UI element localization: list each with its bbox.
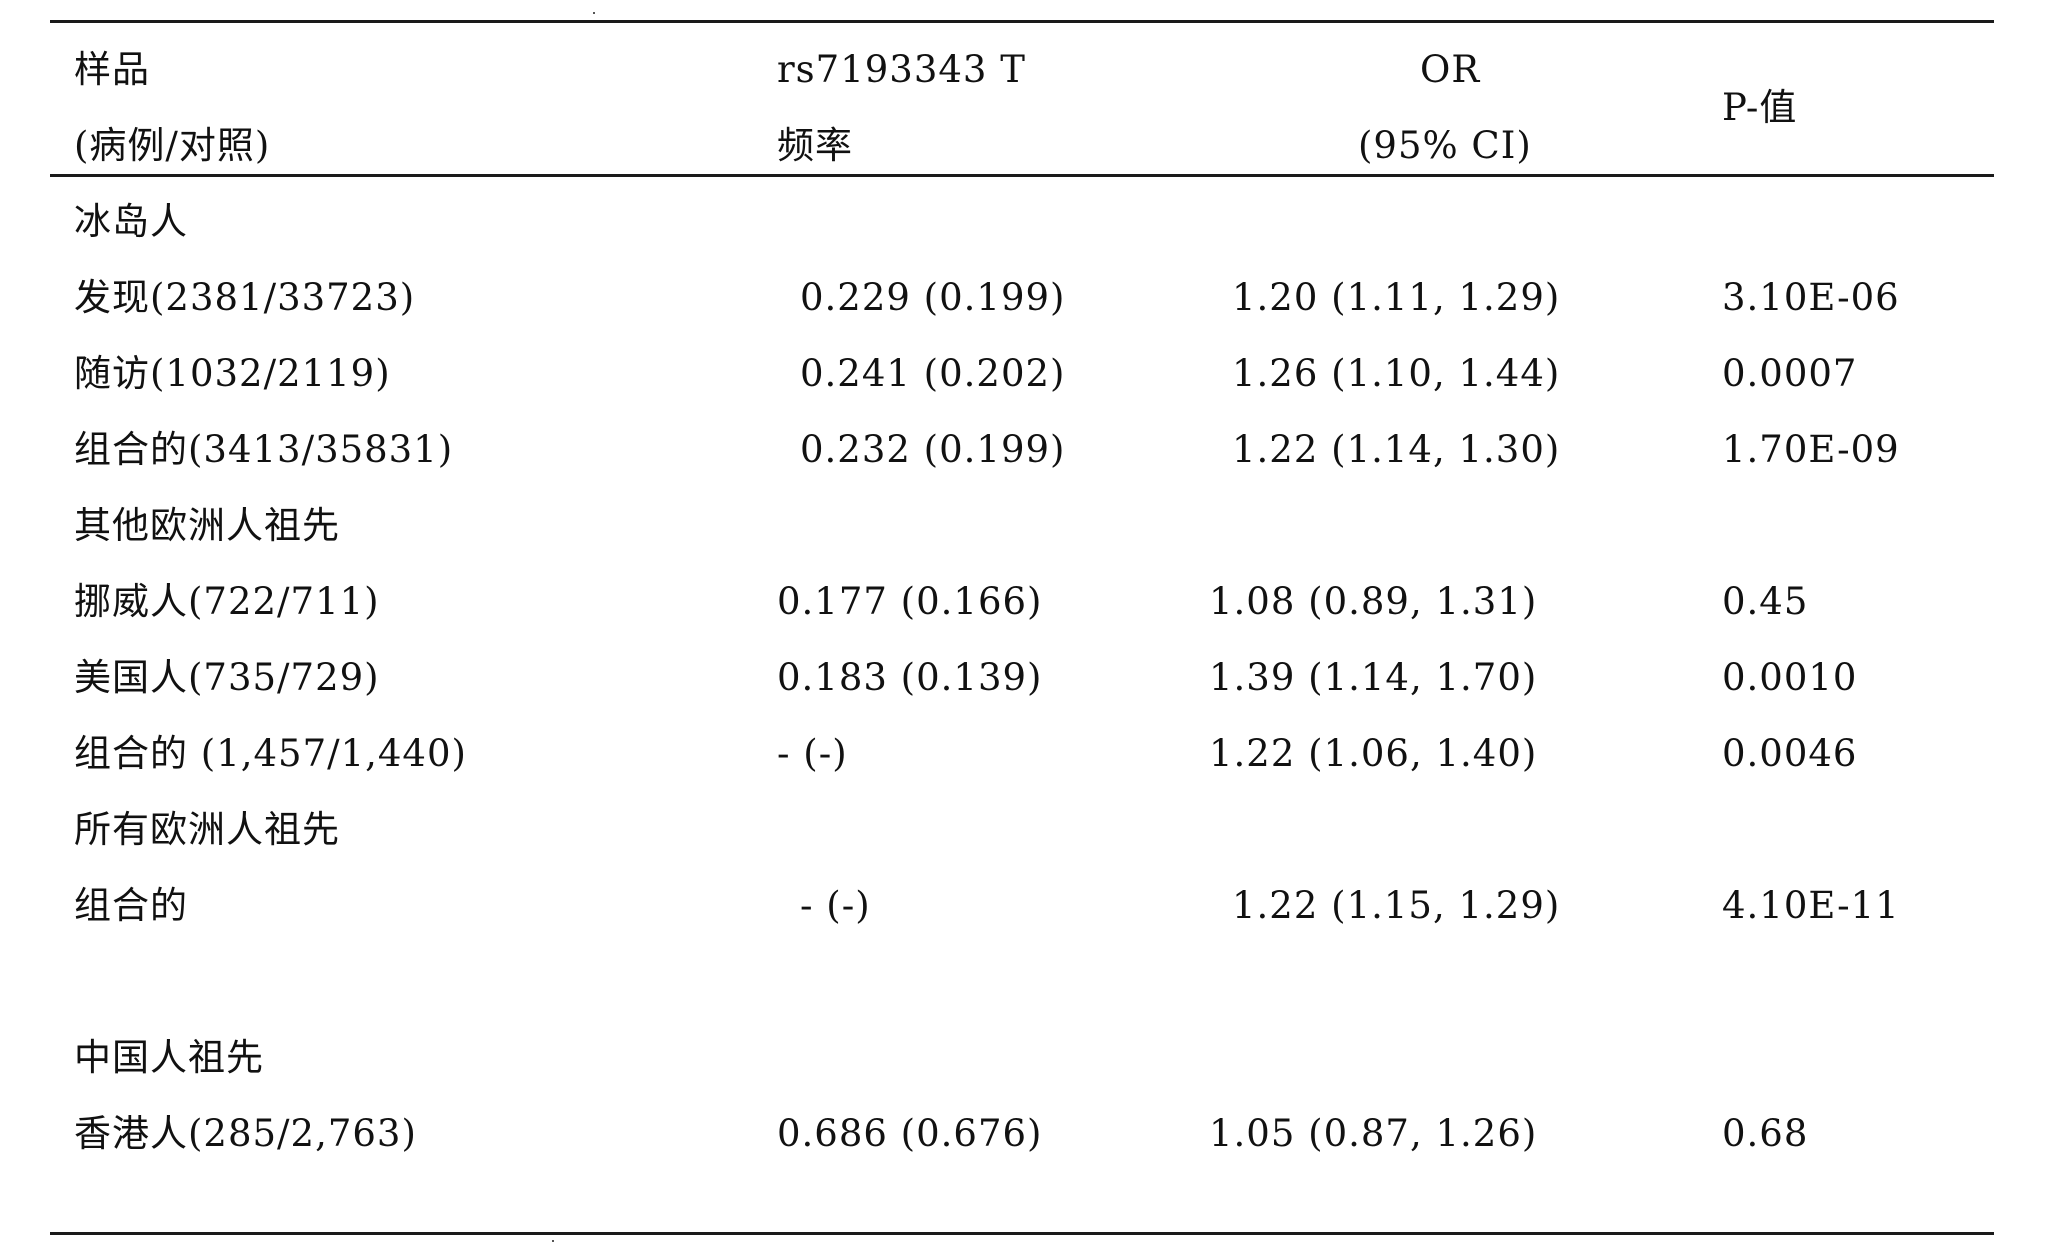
row-hongkong-or: 1.05 (0.87, 1.26)	[1209, 1110, 1537, 1158]
row-discovery-or: 1.20 (1.11, 1.29)	[1232, 274, 1560, 322]
row-iceland-combined-frequency: 0.232 (0.199)	[800, 426, 1065, 474]
row-hongkong-p: 0.68	[1722, 1110, 1808, 1158]
table-header-rule	[50, 174, 1994, 177]
row-all-combined-sample: 组合的	[74, 882, 188, 930]
row-followup-sample: 随访(1032/2119)	[74, 350, 391, 398]
row-usa-frequency: 0.183 (0.139)	[777, 654, 1042, 702]
scan-speck	[552, 1240, 554, 1242]
row-discovery-p: 3.10E-06	[1722, 274, 1900, 322]
row-usa-sample: 美国人(735/729)	[74, 654, 380, 702]
scan-speck	[593, 12, 595, 14]
section-all-european: 所有欧洲人祖先	[74, 806, 340, 854]
section-icelanders: 冰岛人	[74, 198, 188, 246]
row-all-combined-p: 4.10E-11	[1722, 882, 1900, 930]
row-norway-frequency: 0.177 (0.166)	[777, 578, 1042, 626]
row-followup-frequency: 0.241 (0.202)	[800, 350, 1065, 398]
table-top-rule	[50, 20, 1994, 23]
header-or-ci: (95% CI)	[1358, 122, 1532, 170]
row-discovery-sample: 发现(2381/33723)	[74, 274, 415, 322]
section-chinese: 中国人祖先	[74, 1034, 264, 1082]
row-iceland-combined-sample: 组合的(3413/35831)	[74, 426, 453, 474]
row-followup-or: 1.26 (1.10, 1.44)	[1232, 350, 1560, 398]
row-followup-p: 0.0007	[1722, 350, 1857, 398]
row-other-combined-p: 0.0046	[1722, 730, 1857, 778]
header-sample: 样品	[74, 46, 150, 94]
row-norway-sample: 挪威人(722/711)	[74, 578, 380, 626]
row-other-combined-frequency: - (-)	[777, 730, 848, 778]
section-other-european: 其他欧洲人祖先	[74, 502, 340, 550]
header-p-value: P-值	[1722, 84, 1797, 132]
row-norway-or: 1.08 (0.89, 1.31)	[1209, 578, 1537, 626]
header-or: OR	[1420, 46, 1480, 94]
row-hongkong-sample: 香港人(285/2,763)	[74, 1110, 417, 1158]
row-discovery-frequency: 0.229 (0.199)	[800, 274, 1065, 322]
row-other-combined-sample: 组合的 (1,457/1,440)	[74, 730, 467, 778]
header-sample-sub: (病例/对照)	[74, 122, 270, 170]
header-frequency-sub: 频率	[777, 122, 853, 170]
row-usa-p: 0.0010	[1722, 654, 1857, 702]
header-frequency: rs7193343 T	[777, 46, 1026, 94]
row-usa-or: 1.39 (1.14, 1.70)	[1209, 654, 1537, 702]
row-other-combined-or: 1.22 (1.06, 1.40)	[1209, 730, 1537, 778]
row-iceland-combined-p: 1.70E-09	[1722, 426, 1900, 474]
row-norway-p: 0.45	[1722, 578, 1808, 626]
row-hongkong-frequency: 0.686 (0.676)	[777, 1110, 1042, 1158]
row-iceland-combined-or: 1.22 (1.14, 1.30)	[1232, 426, 1560, 474]
row-all-combined-frequency: - (-)	[800, 882, 871, 930]
table-bottom-rule	[50, 1232, 1994, 1235]
row-all-combined-or: 1.22 (1.15, 1.29)	[1232, 882, 1560, 930]
